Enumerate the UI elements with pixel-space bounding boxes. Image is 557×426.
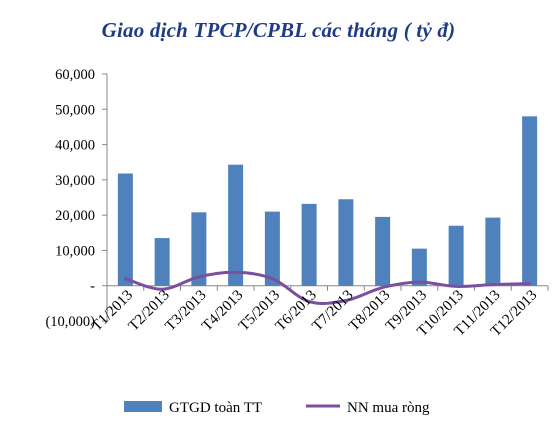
- x-axis-tick-labels: T1/2013T2/2013T3/2013T4/2013T5/2013T6/20…: [89, 287, 541, 340]
- y-tick-label: 30,000: [55, 173, 95, 189]
- y-tick-label: 60,000: [55, 67, 95, 83]
- bar: [375, 216, 391, 286]
- bar: [228, 164, 244, 286]
- y-tick-label: (10,000): [45, 314, 95, 330]
- legend-label-line: NN mua ròng: [347, 400, 430, 416]
- bar: [154, 238, 170, 286]
- y-tick-label: 50,000: [55, 102, 95, 118]
- line-layer: [123, 270, 532, 305]
- y-tick-label: -: [90, 279, 95, 295]
- bars: [117, 116, 538, 286]
- series-line: [123, 270, 532, 305]
- y-tick-label: 20,000: [55, 208, 95, 224]
- bar: [411, 248, 427, 286]
- bar: [117, 173, 133, 286]
- chart-title: Giao dịch TPCP/CPBL các tháng ( tỷ đ): [101, 18, 456, 42]
- bar: [485, 217, 501, 286]
- bar: [264, 211, 280, 286]
- legend-label-bar: GTGD toàn TT: [169, 400, 262, 416]
- bar: [301, 203, 317, 286]
- legend-bar-swatch: [124, 401, 162, 412]
- y-tick-label: 40,000: [55, 138, 95, 154]
- legend: GTGD toàn TT NN mua ròng: [124, 400, 430, 416]
- bar: [448, 225, 464, 286]
- y-tick-label: 10,000: [55, 243, 95, 259]
- bar: [522, 116, 538, 286]
- bar: [338, 199, 354, 286]
- y-axis-tick-labels: 60,000 50,000 40,000 30,000 20,000 10,000 - (10…: [45, 67, 95, 330]
- bar: [191, 212, 207, 286]
